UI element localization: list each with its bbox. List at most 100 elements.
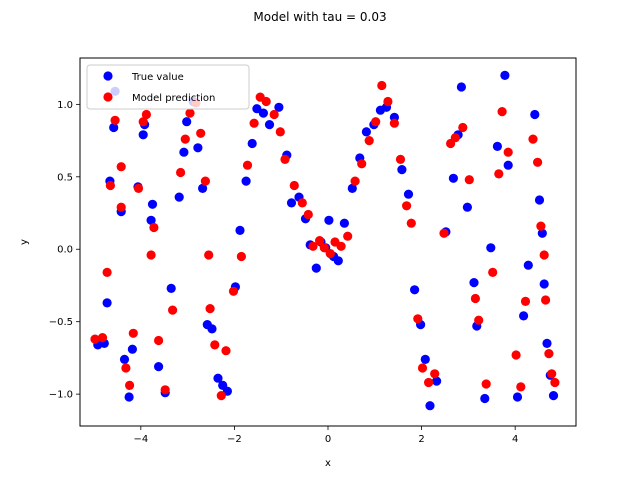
model-prediction-point-23 bbox=[200, 176, 210, 186]
true-value-point-56 bbox=[397, 165, 407, 175]
true-value-point-81 bbox=[539, 279, 549, 289]
x-tick-label: 4 bbox=[512, 434, 518, 445]
model-prediction-point-19 bbox=[180, 134, 190, 144]
model-prediction-point-27 bbox=[216, 391, 226, 401]
legend: True value Model prediction bbox=[86, 64, 250, 110]
true-value-point-76 bbox=[519, 311, 529, 321]
model-prediction-point-55 bbox=[395, 154, 406, 164]
model-prediction-point-84 bbox=[550, 377, 560, 388]
true-value-point-47 bbox=[333, 256, 343, 266]
model-prediction-point-51 bbox=[371, 117, 381, 127]
model-prediction-point-80 bbox=[539, 250, 549, 260]
x-tick-label: 0 bbox=[325, 434, 331, 445]
model-prediction-point-28 bbox=[221, 346, 231, 356]
model-prediction-point-62 bbox=[439, 228, 449, 238]
model-prediction-point-31 bbox=[242, 160, 253, 170]
model-prediction-point-38 bbox=[289, 180, 299, 191]
y-tick-label: 0.5 bbox=[57, 172, 73, 183]
y-tick-label: −1.0 bbox=[49, 390, 73, 401]
model-prediction-point-73 bbox=[503, 147, 513, 157]
model-prediction-point-83 bbox=[547, 369, 557, 379]
model-prediction-point-14 bbox=[149, 222, 159, 233]
model-prediction-point-9 bbox=[128, 328, 138, 338]
model-prediction-point-53 bbox=[383, 96, 393, 107]
true-value-point-38 bbox=[286, 198, 297, 208]
x-axis-label: x bbox=[325, 458, 331, 469]
legend-marker-true-value bbox=[103, 71, 113, 81]
true-value-point-82 bbox=[542, 338, 552, 348]
true-value-point-42 bbox=[311, 263, 321, 273]
true-value-point-19 bbox=[179, 147, 189, 157]
true-value-point-78 bbox=[530, 109, 540, 120]
legend-box bbox=[86, 64, 250, 110]
true-value-point-23 bbox=[198, 183, 208, 193]
x-axis: −4 −2 0 2 4 bbox=[133, 426, 518, 445]
true-value-point-15 bbox=[154, 362, 164, 372]
model-prediction-point-56 bbox=[402, 201, 412, 211]
model-prediction-point-5 bbox=[116, 162, 126, 172]
model-prediction-point-34 bbox=[261, 96, 271, 107]
model-prediction-point-59 bbox=[417, 363, 428, 373]
true-value-point-17 bbox=[166, 283, 176, 293]
true-value-point-66 bbox=[456, 82, 466, 92]
true-value-point-32 bbox=[247, 138, 257, 149]
y-axis-label: y bbox=[19, 239, 30, 245]
model-prediction-point-11 bbox=[138, 117, 148, 127]
true-value-point-49 bbox=[347, 183, 357, 193]
true-value-point-61 bbox=[425, 401, 435, 411]
model-prediction-point-32 bbox=[249, 118, 259, 128]
model-prediction-point-17 bbox=[168, 305, 178, 315]
model-prediction-point-81 bbox=[541, 295, 551, 305]
true-value-point-7 bbox=[119, 354, 130, 364]
true-value-point-33 bbox=[252, 104, 262, 114]
model-prediction-point-65 bbox=[458, 122, 468, 133]
true-value-point-75 bbox=[512, 392, 523, 402]
true-value-point-70 bbox=[480, 393, 490, 404]
model-prediction-point-72 bbox=[497, 107, 507, 117]
true-value-point-58 bbox=[410, 285, 420, 295]
true-value-point-2 bbox=[102, 298, 112, 308]
true-value-point-30 bbox=[235, 225, 245, 235]
true-value-point-34 bbox=[258, 108, 268, 118]
true-value-point-62 bbox=[432, 376, 442, 386]
model-prediction-point-13 bbox=[146, 250, 156, 260]
true-value-point-73 bbox=[500, 70, 510, 80]
model-prediction-point-82 bbox=[544, 349, 554, 359]
model-prediction-point-77 bbox=[528, 134, 538, 144]
true-value-point-31 bbox=[241, 176, 251, 186]
y-tick-label: 1.0 bbox=[57, 100, 73, 111]
model-prediction-point-41 bbox=[308, 241, 318, 251]
model-prediction-point-24 bbox=[204, 250, 214, 260]
model-prediction-point-61 bbox=[430, 369, 440, 379]
model-prediction-point-42 bbox=[315, 236, 325, 246]
true-value-point-8 bbox=[124, 392, 134, 402]
model-prediction-point-58 bbox=[413, 314, 423, 324]
true-value-point-18 bbox=[174, 192, 184, 202]
model-prediction-point-15 bbox=[154, 335, 164, 346]
model-prediction-point-26 bbox=[210, 340, 220, 350]
legend-label-model-prediction: Model prediction bbox=[132, 93, 215, 104]
model-prediction-point-47 bbox=[343, 231, 353, 241]
true-value-point-57 bbox=[403, 189, 414, 199]
model-prediction-point-66 bbox=[464, 175, 474, 185]
true-value-point-67 bbox=[462, 202, 472, 212]
true-value-point-64 bbox=[448, 173, 458, 183]
model-prediction-point-16 bbox=[160, 385, 170, 395]
true-value-point-25 bbox=[207, 324, 217, 334]
model-prediction-point-43 bbox=[319, 243, 329, 253]
model-prediction-point-75 bbox=[516, 382, 526, 392]
model-prediction-point-35 bbox=[269, 109, 279, 120]
true-value-point-22 bbox=[193, 143, 203, 153]
model-prediction-point-1 bbox=[97, 333, 108, 343]
true-value-point-45 bbox=[324, 215, 334, 225]
model-prediction-point-60 bbox=[424, 377, 434, 388]
y-tick-label: 0.0 bbox=[57, 245, 73, 256]
model-prediction-point-22 bbox=[196, 128, 206, 138]
model-prediction-point-44 bbox=[325, 249, 335, 259]
model-prediction-point-57 bbox=[406, 218, 416, 228]
model-prediction-point-2 bbox=[102, 267, 112, 277]
legend-marker-model-prediction bbox=[103, 92, 113, 102]
x-tick-label: 2 bbox=[418, 434, 424, 445]
model-prediction-point-76 bbox=[520, 296, 531, 306]
